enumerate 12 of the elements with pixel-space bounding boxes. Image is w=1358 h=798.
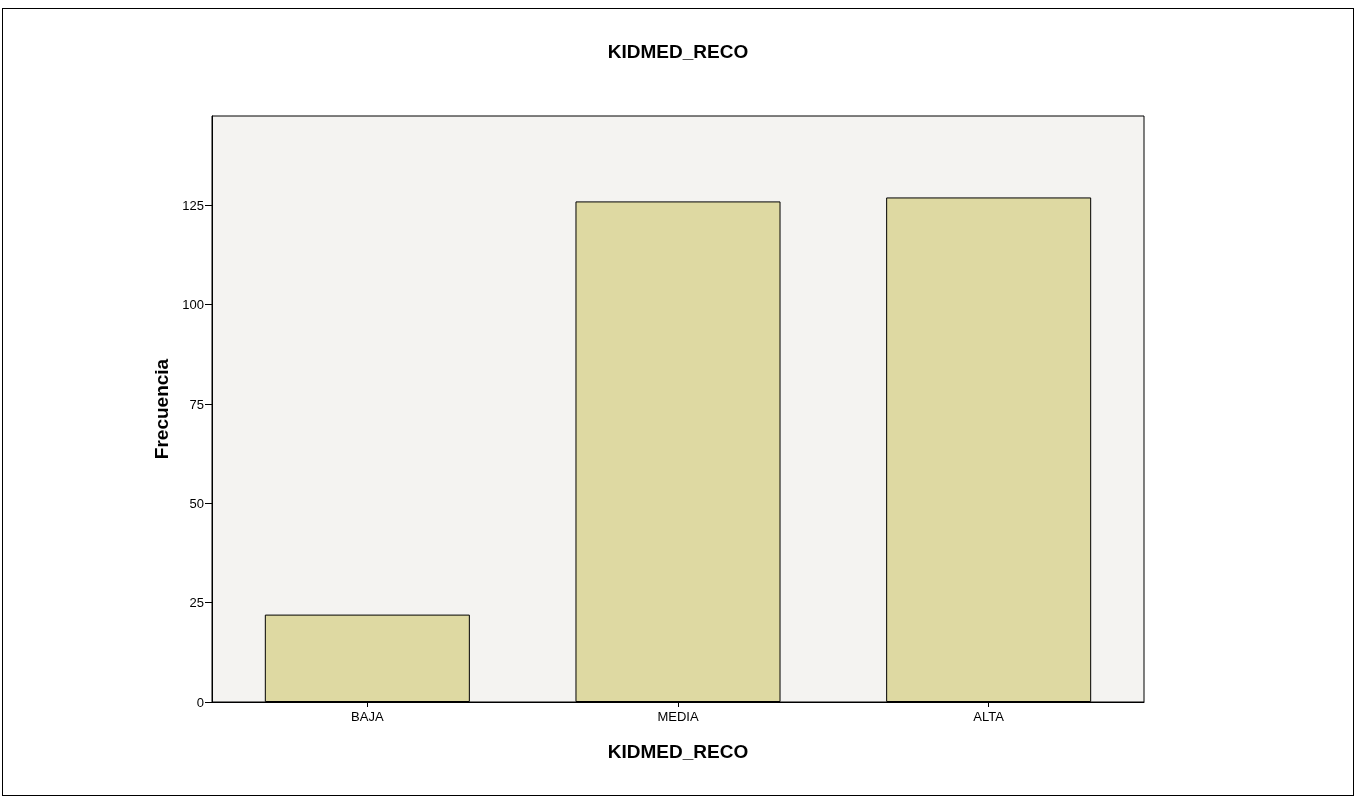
chart-title: KIDMED_RECO: [607, 41, 749, 62]
x-tick-label: ALTA: [973, 709, 1005, 724]
y-tick-label: 0: [196, 694, 204, 710]
y-tick-label: 125: [182, 197, 204, 213]
x-tick-label: BAJA: [351, 709, 384, 724]
x-tick-label: MEDIA: [657, 709, 699, 724]
y-tick-label: 50: [189, 495, 204, 511]
y-axis-title: Frecuencia: [151, 358, 173, 460]
y-tick-label: 75: [189, 396, 204, 412]
x-axis-title: KIDMED_RECO: [607, 741, 749, 762]
y-tick-label: 100: [182, 297, 204, 313]
y-tick-label: 25: [189, 595, 204, 611]
